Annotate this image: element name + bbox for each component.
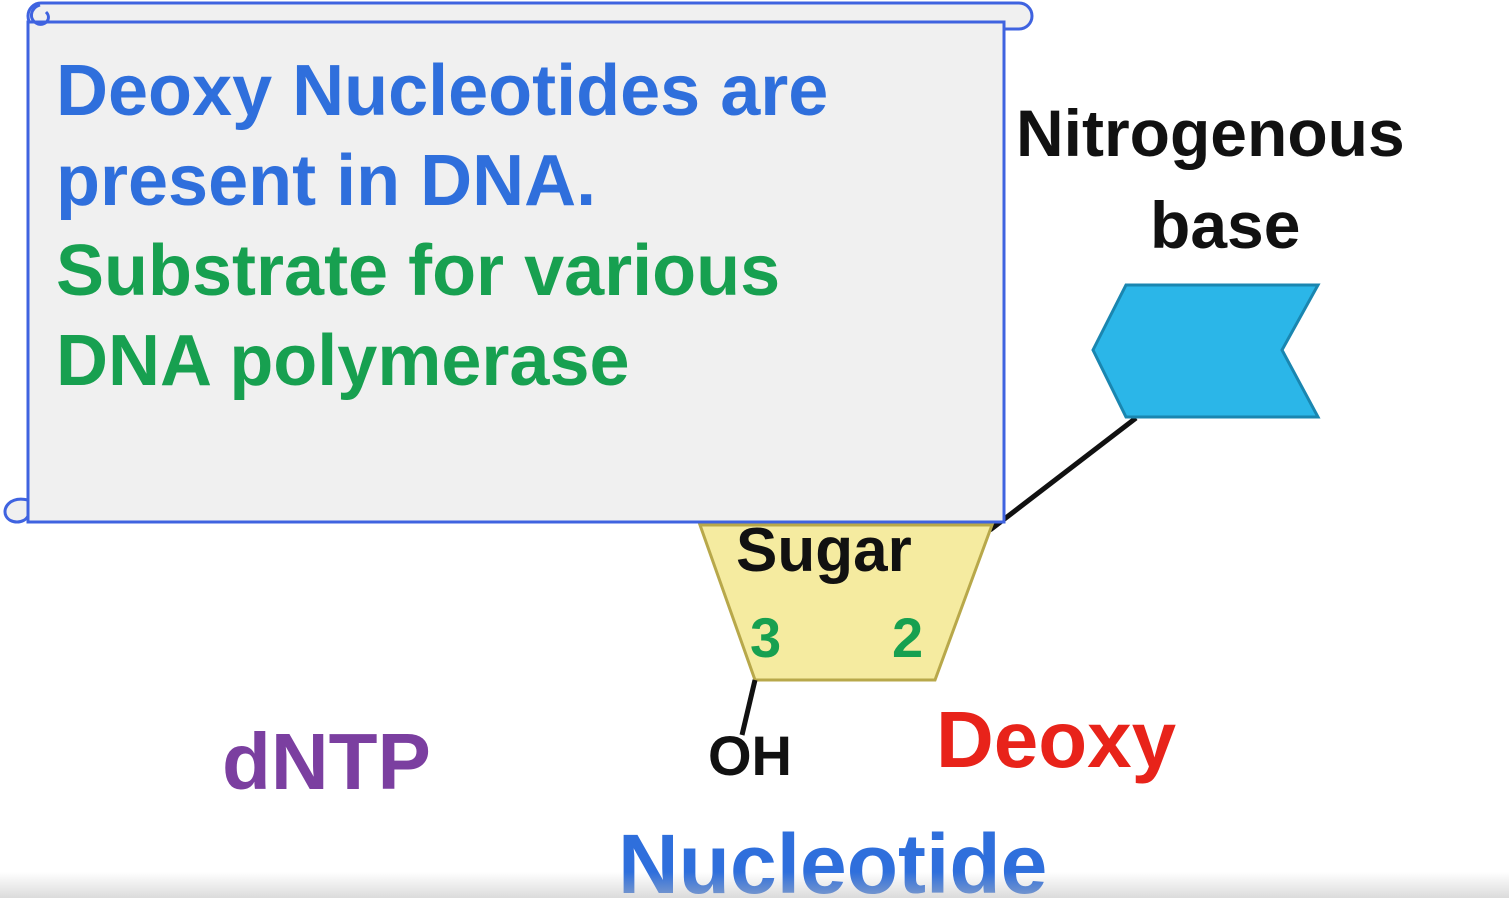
- nitrogenous-label-line2: base: [1150, 188, 1301, 262]
- scroll-top-curl: [30, 3, 50, 26]
- scroll-text: Deoxy Nucleotides are present in DNA. Su…: [56, 46, 986, 406]
- carbon-2-label: 2: [892, 606, 924, 669]
- sugar-shape: [697, 523, 995, 682]
- oh-bond-line: [739, 679, 758, 736]
- bottom-fade-bar: [0, 872, 1509, 898]
- scroll-line-4: DNA polymerase: [56, 321, 630, 401]
- deoxy-label: Deoxy: [936, 695, 1177, 784]
- carbon-3-label: 3: [750, 606, 782, 669]
- scroll-line-3: Substrate for various: [56, 231, 781, 311]
- scroll-banner: [3, 1, 1034, 524]
- scroll-bottom-curl: [3, 497, 30, 524]
- scroll-body: [26, 20, 1006, 524]
- nitrogenous-base-shape: [1091, 283, 1321, 419]
- nitrogenous-label-line1: Nitrogenous: [1016, 96, 1405, 170]
- hydroxyl-label: OH: [708, 724, 792, 787]
- scroll-line-1: Deoxy Nucleotides are: [56, 51, 829, 131]
- base-bond-line: [988, 416, 1138, 532]
- sugar-label: Sugar: [736, 516, 912, 585]
- scroll-line-2: present in DNA.: [56, 141, 597, 221]
- dntp-label: dNTP: [222, 717, 431, 806]
